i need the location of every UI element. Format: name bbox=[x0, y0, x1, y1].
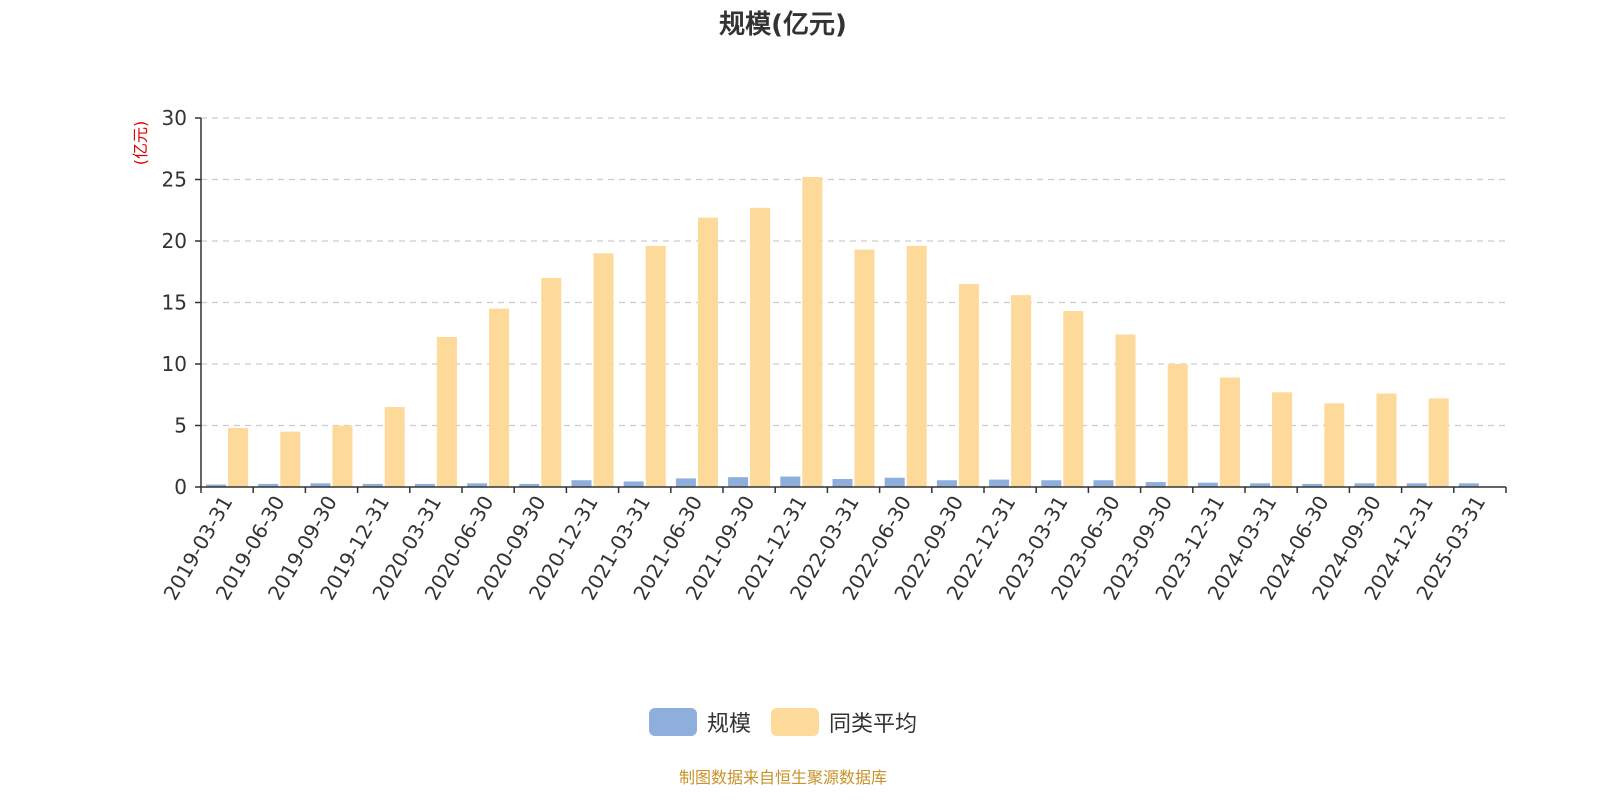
legend-label-scale: 规模 bbox=[706, 712, 751, 737]
axes: 0510152025302019-03-312019-06-302019-09-… bbox=[159, 106, 1507, 604]
bar-peer-average bbox=[854, 249, 875, 487]
bar-peer-average bbox=[436, 336, 457, 487]
bar-peer-average bbox=[1167, 364, 1188, 487]
grid-lines bbox=[201, 117, 1506, 427]
bar-scale bbox=[206, 484, 227, 487]
bar-scale bbox=[1041, 480, 1062, 487]
bar-scale bbox=[571, 480, 592, 487]
bar-peer-average bbox=[697, 217, 718, 487]
y-tick-label: 10 bbox=[162, 352, 187, 376]
bar-scale bbox=[1250, 483, 1271, 487]
bar-scale bbox=[1406, 483, 1427, 487]
legend-item-peer-average[interactable]: 同类平均 bbox=[771, 706, 917, 738]
bar-scale bbox=[1145, 482, 1166, 487]
bar-peer-average bbox=[541, 277, 562, 487]
legend-item-scale[interactable]: 规模 bbox=[648, 706, 751, 738]
bar-peer-average bbox=[1011, 295, 1032, 487]
bar-peer-average bbox=[1272, 392, 1293, 487]
bar-peer-average bbox=[384, 407, 405, 487]
bar-peer-average bbox=[958, 284, 979, 487]
y-tick-label: 30 bbox=[162, 106, 187, 130]
bar-peer-average bbox=[228, 427, 249, 487]
bar-scale bbox=[1458, 483, 1479, 487]
bar-scale bbox=[936, 480, 957, 487]
y-axis-label: (亿元) bbox=[131, 121, 150, 166]
bar-scale bbox=[623, 481, 644, 487]
bar-scale bbox=[362, 483, 383, 487]
bar-peer-average bbox=[1063, 311, 1084, 487]
legend-swatch-peer-average bbox=[771, 708, 819, 736]
y-tick-label: 5 bbox=[174, 414, 187, 438]
bar-scale bbox=[1197, 482, 1218, 487]
bar-scale bbox=[832, 479, 853, 487]
y-tick-label: 15 bbox=[162, 291, 187, 315]
bar-peer-average bbox=[332, 425, 353, 487]
bar-peer-average bbox=[802, 177, 823, 488]
bar-scale bbox=[884, 477, 905, 487]
bar-scale bbox=[519, 483, 540, 487]
bar-peer-average bbox=[750, 207, 771, 488]
bar-scale bbox=[728, 477, 749, 487]
bar-chart: 0510152025302019-03-312019-06-302019-09-… bbox=[131, 106, 1507, 604]
bar-scale bbox=[414, 483, 435, 487]
y-tick-label: 0 bbox=[174, 475, 187, 499]
bar-peer-average bbox=[1115, 334, 1136, 487]
bar-scale bbox=[258, 483, 279, 487]
bar-scale bbox=[1354, 483, 1375, 487]
bar-scale bbox=[989, 479, 1010, 487]
bar-scale bbox=[1093, 480, 1114, 487]
bar-scale bbox=[467, 483, 488, 487]
bar-scale bbox=[310, 483, 331, 487]
bar-peer-average bbox=[1324, 403, 1345, 487]
source-note: 制图数据来自恒生聚源数据库 bbox=[678, 768, 887, 787]
bar-scale bbox=[1302, 483, 1323, 487]
chart-title: 规模(亿元) bbox=[719, 10, 847, 40]
legend: 规模 同类平均 bbox=[0, 706, 1566, 738]
legend-swatch-scale bbox=[648, 708, 697, 736]
y-tick-label: 25 bbox=[162, 168, 187, 192]
bar-peer-average bbox=[1376, 393, 1397, 487]
bar-peer-average bbox=[1428, 398, 1449, 487]
bar-peer-average bbox=[280, 431, 301, 487]
bar-scale bbox=[675, 478, 696, 487]
bar-peer-average bbox=[593, 253, 614, 487]
bar-scale bbox=[780, 476, 801, 487]
bar-peer-average bbox=[489, 308, 510, 487]
legend-label-peer-average: 同类平均 bbox=[829, 712, 918, 737]
bar-peer-average bbox=[645, 245, 666, 487]
y-tick-label: 20 bbox=[162, 229, 187, 253]
bar-peer-average bbox=[906, 245, 927, 487]
bar-peer-average bbox=[1219, 377, 1240, 487]
bars bbox=[206, 177, 1479, 488]
